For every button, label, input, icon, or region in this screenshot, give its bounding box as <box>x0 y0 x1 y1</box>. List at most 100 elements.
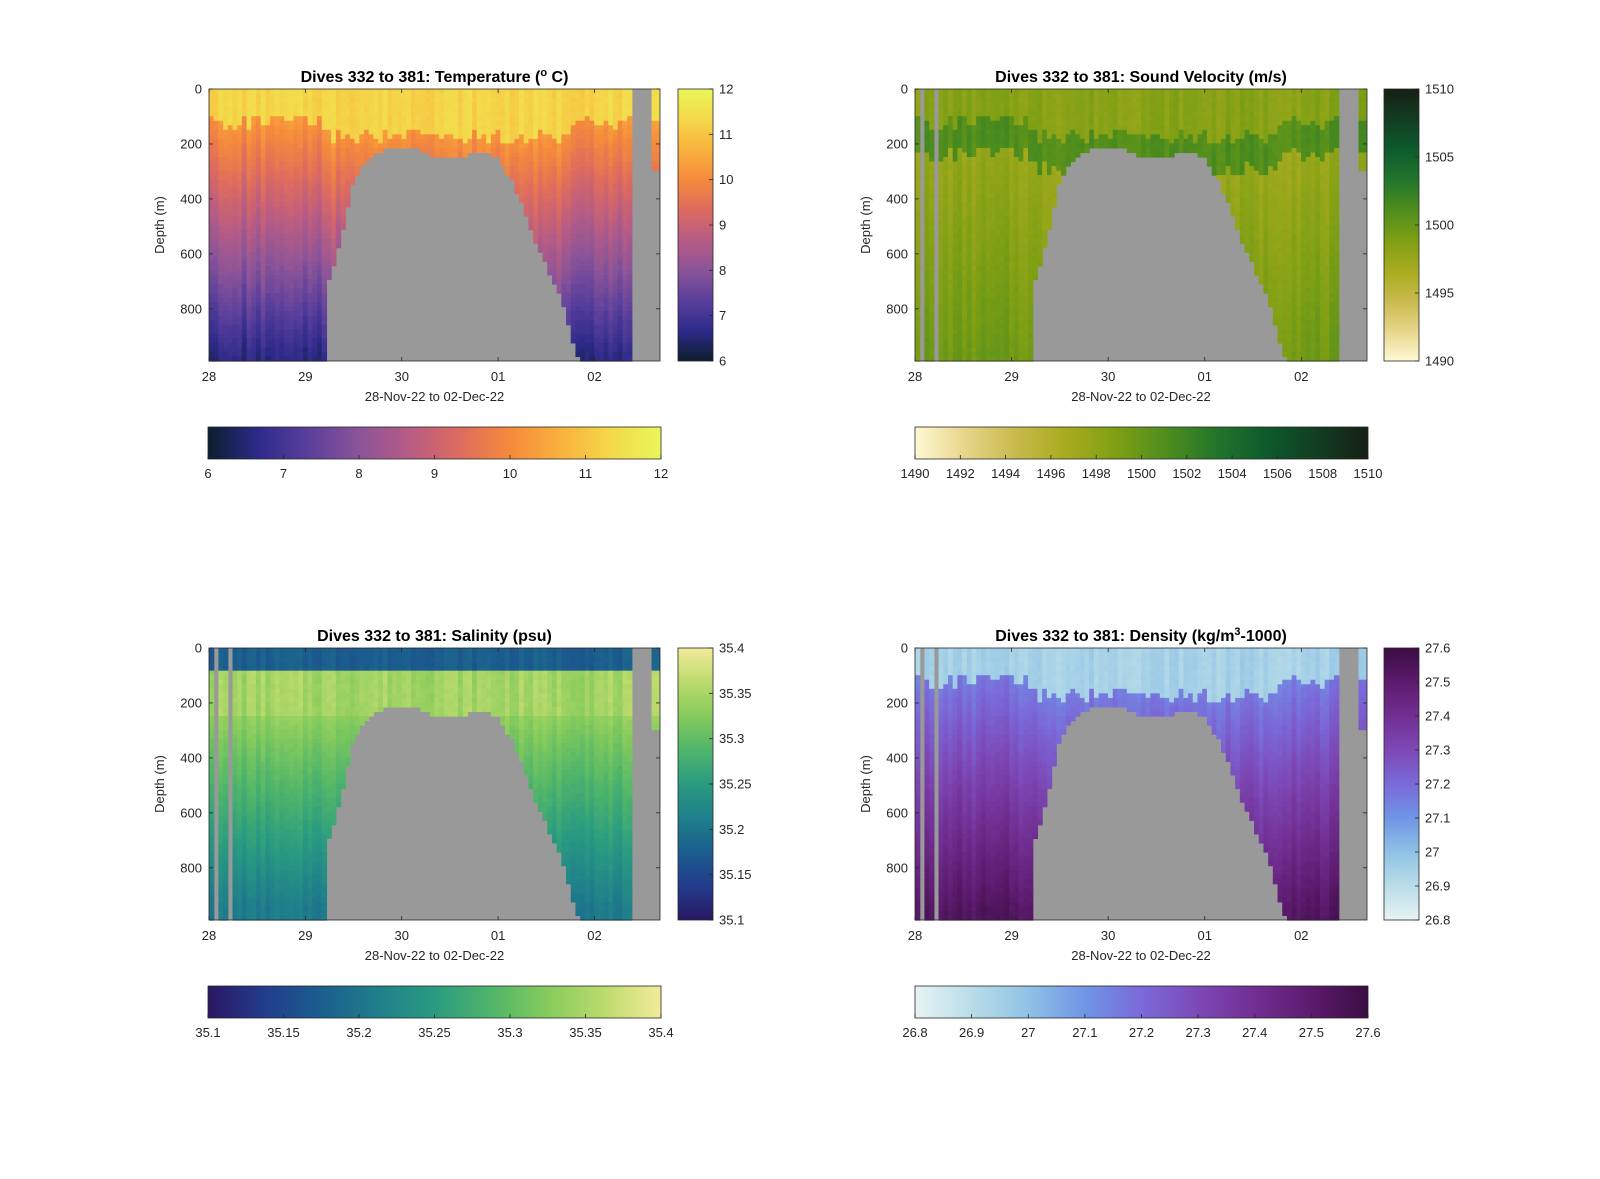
heatmap-cell <box>302 261 309 267</box>
heatmap-cell <box>622 293 628 299</box>
heatmap-cell <box>321 293 328 299</box>
heatmap-cell <box>1018 279 1024 285</box>
heatmap-cell <box>218 170 224 176</box>
heatmap-cell <box>617 247 624 253</box>
heatmap-cell <box>594 283 600 290</box>
heatmap-cell <box>551 234 558 240</box>
heatmap-cell <box>957 129 963 135</box>
heatmap-cell <box>340 138 346 144</box>
heatmap-cell <box>345 89 351 95</box>
heatmap-cell <box>298 302 304 308</box>
heatmap-cell <box>288 134 295 140</box>
heatmap-cell <box>241 184 248 190</box>
heatmap-cell <box>209 98 215 104</box>
heatmap-cell <box>457 102 464 108</box>
heatmap-cell <box>1023 338 1029 344</box>
heatmap-cell <box>556 220 562 226</box>
heatmap-cell <box>580 256 586 262</box>
heatmap-cell <box>246 252 252 258</box>
heatmap-cell <box>462 134 468 140</box>
heatmap-cell <box>613 152 619 158</box>
heatmap-cell <box>537 111 544 117</box>
heatmap-cell <box>1037 152 1043 158</box>
heatmap-cell <box>335 229 342 235</box>
heatmap-cell <box>938 179 944 185</box>
heatmap-cell <box>627 265 633 271</box>
heatmap-cell <box>613 116 619 122</box>
heatmap-cell <box>613 234 619 240</box>
heatmap-cell <box>213 143 219 149</box>
heatmap-cell <box>307 247 313 253</box>
heatmap-cell <box>331 111 337 117</box>
heatmap-cell <box>947 265 954 271</box>
heatmap-cell <box>584 161 591 167</box>
heatmap-cell <box>218 193 224 199</box>
heatmap-cell <box>995 324 1001 330</box>
heatmap-cell <box>251 261 257 267</box>
heatmap-cell <box>1037 215 1043 222</box>
heatmap-cell <box>312 324 318 330</box>
heatmap-cell <box>566 161 572 167</box>
heatmap-cell <box>462 125 468 131</box>
heatmap-cell <box>617 252 624 258</box>
heatmap-cell <box>608 234 614 240</box>
heatmap-cell <box>467 125 473 131</box>
heatmap-cell <box>504 102 511 108</box>
heatmap-cell <box>929 138 935 144</box>
heatmap-cell <box>929 238 935 244</box>
heatmap-cell <box>570 333 577 339</box>
heatmap-cell <box>561 98 567 104</box>
heatmap-cell <box>1037 175 1043 181</box>
heatmap-cell <box>990 329 996 335</box>
heatmap-cell <box>307 152 313 158</box>
heatmap-cell <box>307 188 313 194</box>
heatmap-cell <box>962 102 968 108</box>
heatmap-cell <box>349 134 356 140</box>
heatmap-cell <box>284 166 290 172</box>
heatmap-cell <box>237 288 243 294</box>
heatmap-cell <box>575 351 581 358</box>
heatmap-cell <box>547 89 553 95</box>
heatmap-cell <box>622 188 628 194</box>
heatmap-cell <box>209 179 215 185</box>
heatmap-cell <box>617 211 624 217</box>
heatmap-cell <box>575 116 581 122</box>
heatmap-cell <box>265 120 271 126</box>
heatmap-cell <box>598 279 605 285</box>
heatmap-cell <box>486 102 492 108</box>
heatmap-cell <box>260 293 266 299</box>
heatmap-cell <box>270 170 276 176</box>
heatmap-cell <box>1028 193 1034 199</box>
heatmap-cell <box>547 184 553 190</box>
heatmap-cell <box>551 89 558 95</box>
heatmap-cell <box>255 120 262 126</box>
heatmap-cell <box>209 311 215 317</box>
heatmap-cell <box>443 107 450 113</box>
heatmap-cell <box>288 288 295 294</box>
heatmap-cell <box>265 351 271 358</box>
heatmap-cell <box>594 351 600 358</box>
heatmap-cell <box>594 107 600 113</box>
heatmap-cell <box>622 306 628 312</box>
heatmap-cell <box>368 98 375 104</box>
heatmap-cell <box>1042 184 1048 190</box>
heatmap-cell <box>364 134 370 140</box>
heatmap-cell <box>617 302 624 308</box>
heatmap-cell <box>924 111 930 117</box>
heatmap-cell <box>288 265 295 271</box>
heatmap-cell <box>354 111 360 117</box>
heatmap-cell <box>307 170 313 176</box>
heatmap-cell <box>971 338 977 344</box>
heatmap-cell <box>985 324 991 330</box>
heatmap-cell <box>312 279 318 285</box>
heatmap-cell <box>962 338 968 344</box>
heatmap-cell <box>1028 311 1034 317</box>
heatmap-cell <box>237 297 243 303</box>
heatmap-cell <box>962 302 968 308</box>
heatmap-cell <box>594 324 600 330</box>
heatmap-cell <box>561 283 567 290</box>
heatmap-cell <box>519 175 525 181</box>
heatmap-cell <box>472 120 478 126</box>
heatmap-cell <box>561 252 567 258</box>
heatmap-cell <box>265 234 271 240</box>
